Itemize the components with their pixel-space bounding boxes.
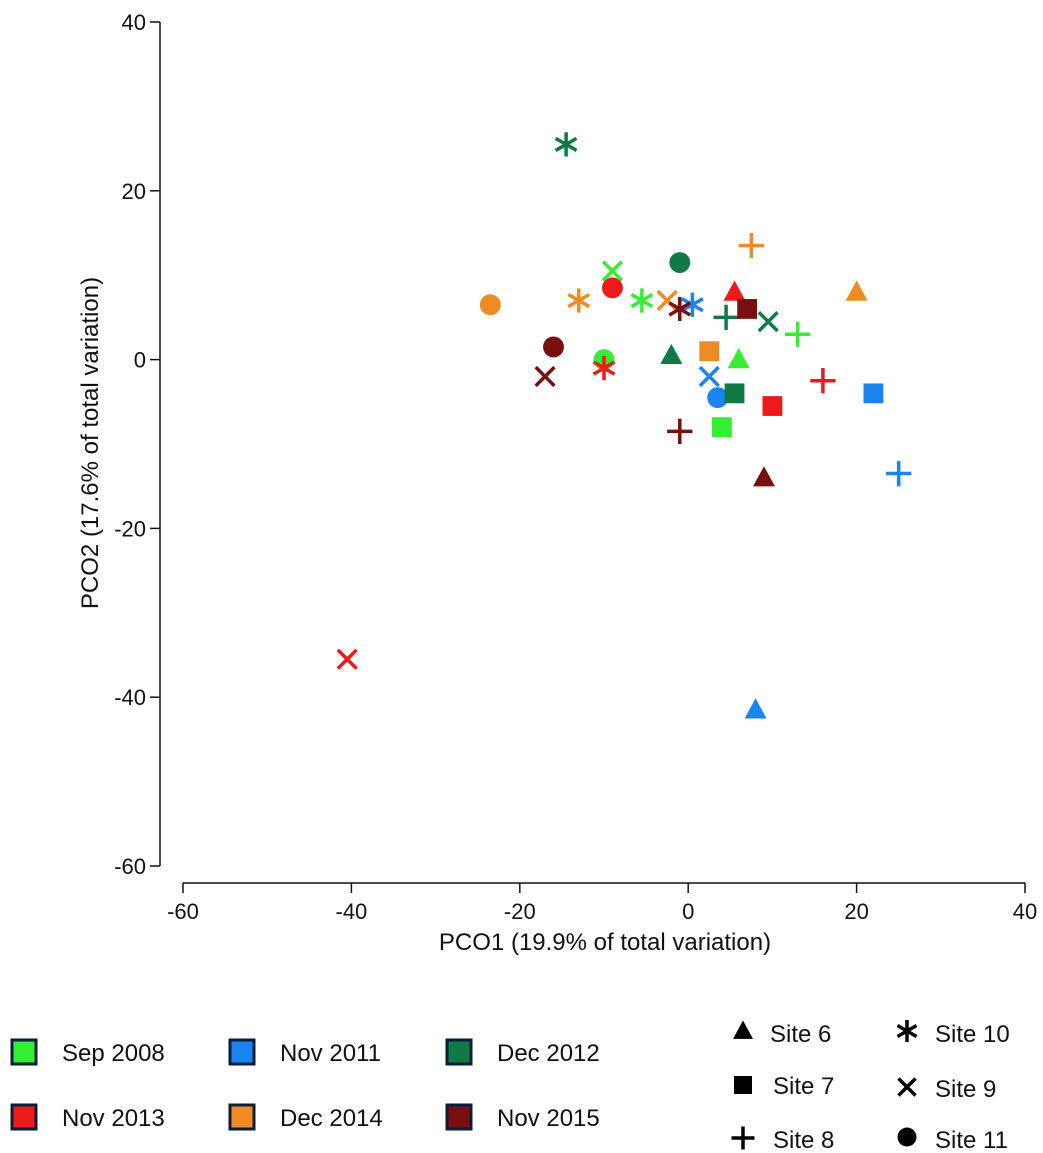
legend-label: Dec 2012 [497, 1040, 600, 1067]
point-cross-sep-2008 [601, 260, 624, 282]
y-axis-title: PCO2 (17.6% of total variation) [77, 277, 104, 609]
point-square-dec-2012 [724, 383, 745, 404]
legend-swatch [10, 1038, 38, 1066]
point-plus-sep-2008 [785, 321, 811, 347]
x-axis-title: PCO1 (19.9% of total variation) [439, 929, 771, 956]
legend-marker-cross [897, 1077, 917, 1097]
y-tick-label: 40 [122, 10, 146, 35]
point-cross-dec-2012 [757, 311, 779, 333]
legend: Sep 2008 Nov 2011 Dec 2012 Nov 2013 Dec 2014… [10, 1020, 1010, 1153]
point-asterisk-dec-2014 [567, 288, 591, 313]
legend-marker-plus [731, 1126, 755, 1150]
y-tick-label: -20 [114, 516, 146, 541]
point-triangle-dec-2014 [845, 280, 868, 301]
point-plus-nov-2015 [667, 418, 693, 444]
legend-label: Dec 2014 [280, 1105, 383, 1132]
point-circle-dec-2014 [479, 294, 501, 316]
point-square-nov-2013 [762, 396, 783, 416]
legend-label: Site 9 [935, 1076, 996, 1103]
point-asterisk-sep-2008 [630, 288, 654, 313]
y-tick-label: -40 [114, 685, 146, 710]
legend-label: Site 11 [935, 1127, 1008, 1153]
tick-labels: -60 -40 -20 0 20 40 40 20 0 -20 -40 -60 [114, 10, 1037, 924]
point-square-sep-2008 [711, 417, 732, 438]
point-triangle-nov-2011 [744, 698, 767, 719]
point-cross-nov-2013 [336, 648, 358, 670]
point-plus-dec-2014 [738, 233, 764, 259]
point-triangle-dec-2012 [660, 343, 683, 365]
point-plus-nov-2013 [810, 368, 836, 394]
legend-swatch [445, 1038, 473, 1066]
point-circle-dec-2012 [669, 252, 691, 273]
legend-marker-square [734, 1076, 752, 1094]
point-triangle-nov-2015 [752, 466, 775, 487]
legend-swatch [228, 1103, 256, 1131]
data-points [336, 132, 912, 719]
y-tick-label: -60 [114, 854, 146, 879]
x-tick-label: 0 [682, 899, 694, 924]
point-square-nov-2011 [863, 383, 884, 404]
legend-marker-circle [897, 1127, 917, 1147]
point-triangle-nov-2013 [723, 280, 746, 301]
legend-swatch [10, 1103, 38, 1131]
point-circle-nov-2013 [601, 277, 623, 299]
point-plus-nov-2011 [886, 460, 912, 487]
y-tick-label: 20 [122, 179, 146, 204]
legend-marker-asterisk [896, 1020, 918, 1042]
point-cross-nov-2015 [534, 365, 556, 388]
x-tick-label: -20 [504, 899, 536, 924]
point-square-dec-2014 [699, 341, 720, 362]
point-circle-nov-2015 [543, 336, 564, 358]
legend-label: Site 8 [773, 1127, 834, 1153]
y-tick-label: 0 [134, 348, 146, 373]
point-triangle-sep-2008 [727, 348, 750, 369]
x-tick-label: -60 [167, 899, 199, 924]
x-tick-label: 40 [1013, 899, 1037, 924]
legend-label: Nov 2015 [497, 1105, 600, 1132]
legend-label: Site 6 [770, 1021, 831, 1048]
point-square-nov-2015 [737, 299, 758, 319]
x-tick-label: 20 [844, 899, 868, 924]
point-cross-nov-2011 [698, 365, 720, 388]
legend-swatch [445, 1103, 473, 1131]
legend-label: Site 10 [935, 1021, 1010, 1048]
point-plus-dec-2012 [713, 304, 739, 331]
point-asterisk-nov-2011 [681, 292, 704, 317]
legend-label: Sep 2008 [62, 1040, 165, 1067]
legend-label: Site 7 [773, 1073, 834, 1100]
legend-label: Nov 2013 [62, 1105, 165, 1132]
x-tick-label: -40 [336, 899, 368, 924]
point-asterisk-dec-2012 [554, 132, 578, 157]
legend-marker-triangle [733, 1020, 753, 1039]
axes [150, 21, 1026, 893]
point-circle-nov-2011 [707, 387, 729, 409]
point-asterisk-nov-2015 [668, 296, 692, 322]
legend-swatch [228, 1038, 256, 1066]
legend-label: Nov 2011 [280, 1040, 381, 1067]
point-asterisk-nov-2013 [592, 355, 616, 381]
